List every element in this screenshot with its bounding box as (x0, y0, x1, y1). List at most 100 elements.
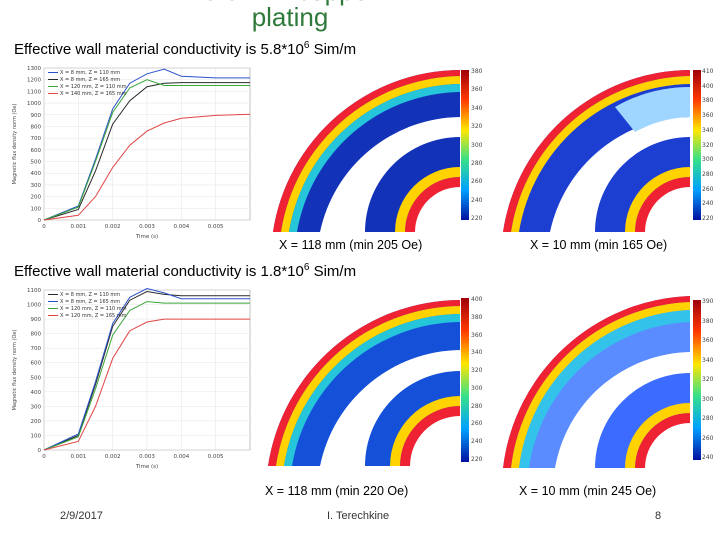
y-axis-label: Magnetic flux density norm (Oe) (12, 104, 18, 185)
footer-page-number: 8 (655, 510, 662, 522)
colorbar-tick-label: 360 (471, 331, 483, 339)
field-map-x118-sigma18 (260, 290, 460, 466)
y-tick-label: 1200 (27, 78, 41, 84)
colorbar-tick-label: 340 (702, 356, 714, 364)
colorbar-tick-label: 280 (702, 170, 714, 178)
y-tick-label: 200 (31, 195, 42, 201)
y-tick-label: 100 (31, 433, 42, 439)
y-tick-label: 700 (31, 346, 42, 352)
y-tick-label: 1000 (27, 303, 41, 309)
y-tick-label: 900 (31, 317, 42, 323)
field-map-x10-sigma18 (495, 282, 690, 468)
x-tick-label: 0.002 (105, 454, 121, 460)
y-tick-label: 1000 (27, 101, 41, 107)
colorbar-tick-label: 320 (471, 123, 483, 131)
colorbar-1a-labels: 380 360 340 320 300 280 260 240 220 (471, 68, 501, 223)
colorbar-tick-label: 240 (702, 200, 714, 208)
y-tick-label: 1300 (27, 66, 41, 72)
colorbar-tick-label: 320 (702, 376, 714, 383)
y-tick-label: 900 (31, 113, 42, 119)
x-tick-label: 0.003 (139, 224, 155, 230)
x-axis-label: Time (s) (135, 464, 158, 470)
colorbar-tick-label: 320 (471, 367, 483, 375)
x-tick-label: 0.001 (70, 454, 86, 460)
colorbar-tick-label: 340 (471, 104, 483, 112)
colorbar-tick-label: 400 (471, 296, 483, 303)
y-tick-label: 600 (31, 148, 42, 154)
series-line (43, 82, 250, 221)
legend-entry: X = 8 mm, Z = 110 mm (60, 70, 120, 76)
x-axis-label: Time (s) (135, 234, 158, 240)
legend-entry: X = 8 mm, Z = 110 mm (60, 292, 120, 298)
colorbar-tick-label: 220 (702, 215, 714, 222)
x-tick-label: 0.003 (139, 454, 155, 460)
series-line (43, 301, 250, 451)
x-tick-label: 0.004 (173, 224, 189, 230)
colorbar-tick-label: 220 (471, 456, 483, 463)
slide-title: 0.5 mm copper plating (203, 0, 376, 32)
colorbar-tick-label: 300 (471, 141, 483, 149)
y-tick-label: 800 (31, 332, 42, 338)
section2-heading: Effective wall material conductivity is … (14, 262, 357, 280)
colorbar-tick-label: 300 (471, 384, 483, 392)
y-tick-label: 100 (31, 206, 42, 212)
field-map-x118-sigma58 (265, 62, 460, 232)
legend-entry: X = 120 mm, Z = 165 mm (60, 313, 127, 319)
x-tick-label: 0.005 (208, 454, 224, 460)
y-tick-label: 600 (31, 361, 42, 367)
colorbar-2b-labels: 390 380 360 340 320 300 280 260 240 (702, 298, 720, 462)
colorbar-tick-label: 300 (702, 156, 714, 164)
colorbar-tick-label: 260 (471, 178, 483, 186)
colorbar-tick-label: 240 (471, 196, 483, 204)
legend-entry: X = 8 mm, Z = 165 mm (60, 299, 120, 305)
colorbar-tick-label: 260 (702, 434, 714, 442)
footer-date: 2/9/2017 (60, 510, 103, 522)
field-map-x10-sigma58 (495, 62, 690, 232)
y-tick-label: 700 (31, 136, 42, 142)
colorbar-tick-label: 360 (471, 86, 483, 94)
caption-2-right: X = 10 mm (min 245 Oe) (519, 484, 657, 498)
y-tick-label: 0 (38, 218, 42, 224)
colorbar-tick-label: 360 (702, 112, 714, 120)
colorbar-2b (693, 300, 701, 460)
y-tick-label: 1100 (27, 89, 41, 95)
colorbar-tick-label: 380 (702, 97, 714, 105)
y-tick-label: 500 (31, 375, 42, 381)
series-line (43, 79, 250, 221)
series-line (43, 287, 250, 451)
colorbar-tick-label: 240 (471, 438, 483, 446)
colorbar-tick-label: 280 (702, 415, 714, 422)
colorbar-tick-label: 340 (471, 349, 483, 357)
colorbar-1a (461, 70, 469, 220)
legend-entry: X = 8 mm, Z = 165 mm (60, 77, 120, 83)
y-tick-label: 400 (31, 390, 42, 396)
y-tick-label: 200 (31, 419, 42, 425)
x-tick-label: 0 (42, 224, 46, 230)
colorbar-tick-label: 410 (702, 68, 714, 75)
x-tick-label: 0.005 (208, 224, 224, 230)
y-tick-label: 500 (31, 160, 42, 166)
legend-entry: X = 140 mm, Z = 165 mm (60, 91, 127, 97)
colorbar-tick-label: 300 (702, 395, 714, 403)
footer-author: I. Terechkine (327, 510, 390, 522)
colorbar-2a (461, 298, 469, 462)
series-line (43, 113, 251, 221)
x-tick-label: 0 (42, 454, 46, 460)
caption-2-left: X = 118 mm (min 220 Oe) (265, 484, 409, 498)
colorbar-tick-label: 280 (471, 402, 483, 410)
colorbar-tick-label: 380 (471, 313, 483, 321)
series-line (43, 68, 250, 221)
colorbar-tick-label: 280 (471, 159, 483, 167)
colorbar-tick-label: 320 (702, 141, 714, 149)
y-axis-label: Magnetic flux density norm (Oe) (12, 330, 18, 411)
colorbar-2a-labels: 400 380 360 340 320 300 280 260 240 220 (471, 296, 501, 464)
colorbar-tick-label: 260 (471, 420, 483, 428)
y-tick-label: 300 (31, 404, 42, 410)
x-tick-label: 0.002 (105, 224, 121, 230)
y-tick-label: 400 (31, 171, 42, 177)
colorbar-tick-label: 380 (702, 317, 714, 325)
x-tick-label: 0.004 (173, 454, 189, 460)
section1-heading: Effective wall material conductivity is … (14, 40, 357, 58)
colorbar-tick-label: 340 (702, 126, 714, 134)
